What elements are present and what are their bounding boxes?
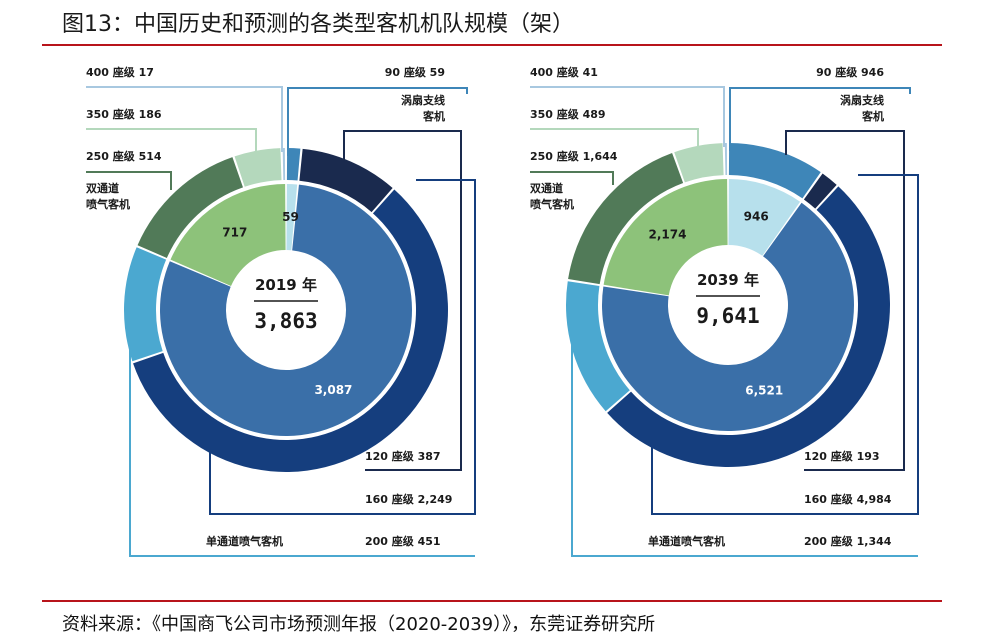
outer-slice-1 [286, 148, 301, 181]
label-400-seat: 400 座级 41 [530, 65, 598, 79]
inner-slice-label: 946 [744, 209, 769, 223]
inner-slice-3 [170, 184, 286, 286]
outer-slice-6 [674, 143, 724, 183]
leader-160 [651, 174, 919, 515]
inner-slice-label: 717 [222, 225, 247, 239]
label-250-seat: 250 座级 514 [86, 149, 162, 163]
source-rule [42, 600, 942, 602]
leader-400 [530, 86, 725, 147]
leader-400 [86, 86, 283, 152]
inner-slice-label: 3,087 [314, 383, 352, 397]
label-narrowbody: 单通道喷气客机 [648, 534, 725, 548]
leader-250 [530, 171, 614, 185]
leader-120 [785, 130, 905, 471]
label-350-seat: 350 座级 489 [530, 107, 606, 121]
inner-slice-3 [603, 179, 728, 296]
label-200-seat: 200 座级 1,344 [804, 534, 892, 548]
outer-slice-6 [234, 148, 282, 187]
label-turboprop-1: 涡扇支线 [840, 93, 884, 107]
label-widebody-2: 喷气客机 [530, 197, 574, 211]
center-year: 2039 年 [697, 271, 759, 289]
center-total: 3,863 [254, 309, 317, 333]
label-200-seat: 200 座级 451 [365, 534, 441, 548]
outer-slice-4 [565, 281, 630, 412]
inner-slice-label: 6,521 [745, 384, 783, 398]
inner-slice-2 [602, 202, 855, 431]
center-total: 9,641 [696, 304, 759, 328]
inner-slice-label: 59 [282, 210, 299, 224]
leader-350 [530, 128, 699, 147]
label-120-seat: 120 座级 193 [804, 449, 880, 463]
inner-slice-2 [160, 184, 413, 437]
outer-slice-4 [124, 247, 167, 362]
donut-chart-2 [530, 86, 919, 557]
label-90-seat: 90 座级 946 [816, 65, 884, 79]
label-turboprop-2: 客机 [422, 109, 445, 123]
label-widebody-2: 喷气客机 [86, 197, 130, 211]
leader-90 [287, 87, 468, 156]
label-widebody-1: 双通道 [530, 181, 563, 195]
label-350-seat: 350 座级 186 [86, 107, 162, 121]
outer-slice-3 [607, 186, 890, 467]
leader-250 [86, 171, 172, 190]
page-title: 图13：中国历史和预测的各类型客机机队规模（架） [62, 12, 574, 37]
label-160-seat: 160 座级 2,249 [365, 492, 452, 506]
outer-slice-5 [137, 157, 243, 258]
outer-slice-7 [282, 148, 286, 181]
leader-120 [343, 130, 462, 471]
label-narrowbody: 单通道喷气客机 [206, 534, 283, 548]
label-400-seat: 400 座级 17 [86, 65, 154, 79]
leader-350 [86, 128, 257, 152]
label-120-seat: 120 座级 387 [365, 449, 441, 463]
label-90-seat: 90 座级 59 [385, 65, 445, 79]
inner-slice-label: 2,174 [649, 227, 687, 241]
leader-160 [209, 179, 476, 515]
inner-slice-1 [728, 179, 801, 256]
label-turboprop-2: 客机 [861, 109, 884, 123]
leader-200 [571, 344, 918, 557]
label-widebody-1: 双通道 [86, 181, 119, 195]
inner-slice-1 [286, 184, 298, 251]
leader-200 [129, 349, 475, 557]
label-turboprop-1: 涡扇支线 [401, 93, 445, 107]
leader-90 [729, 87, 911, 151]
label-250-seat: 250 座级 1,644 [530, 149, 618, 163]
label-160-seat: 160 座级 4,984 [804, 492, 892, 506]
source-note: 资料来源：《中国商飞公司市场预测年报（2020-2039）》，东莞证券研究所 [62, 614, 656, 635]
outer-slice-5 [568, 152, 684, 285]
donut-chart-1 [86, 86, 476, 557]
outer-slice-7 [724, 143, 728, 176]
center-year: 2019 年 [255, 276, 317, 294]
outer-slice-1 [728, 143, 821, 199]
title-rule [42, 44, 942, 46]
outer-slice-2 [299, 148, 393, 213]
outer-slice-3 [133, 189, 449, 472]
outer-slice-2 [803, 173, 837, 209]
